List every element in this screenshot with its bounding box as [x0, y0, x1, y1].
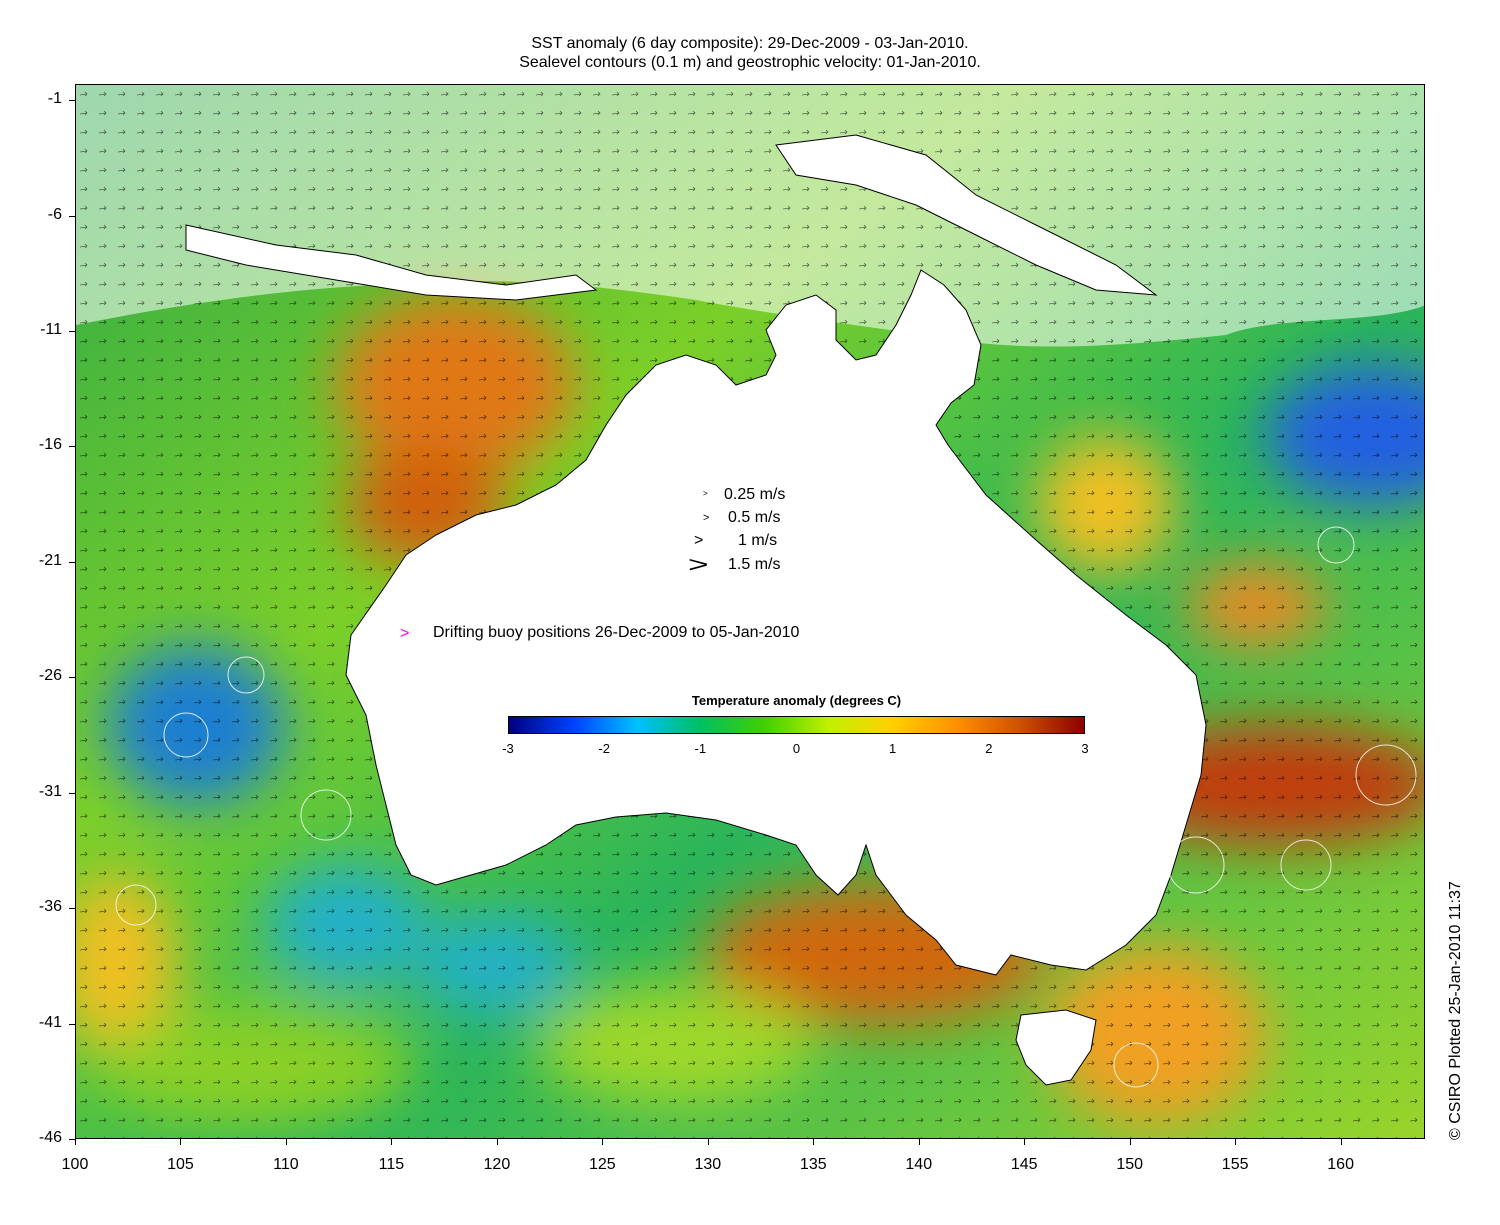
x-tick-mark [497, 1139, 498, 1145]
legend-label-1: 1 m/s [738, 532, 778, 549]
y-tick-mark [69, 100, 75, 101]
title-line-1: SST anomaly (6 day composite): 29-Dec-20… [531, 35, 969, 52]
x-tick-mark [602, 1139, 603, 1145]
y-tick-label: -26 [38, 667, 62, 685]
buoy-marker-icon: > [400, 625, 410, 642]
x-tick-label: 110 [273, 1156, 299, 1173]
y-tick-mark [69, 793, 75, 794]
x-tick-label: 105 [167, 1156, 194, 1173]
sst-map [75, 84, 1425, 1139]
y-tick-label: -41 [38, 1013, 62, 1031]
x-tick-mark [391, 1139, 392, 1145]
colorbar-tick-label: 0 [792, 741, 801, 756]
colorbar [508, 716, 1085, 734]
australia-landmass [345, 269, 1207, 976]
x-tick-mark [1235, 1139, 1236, 1145]
x-tick-label: 155 [1221, 1156, 1249, 1173]
x-tick-label: 120 [483, 1156, 511, 1173]
y-tick-mark [69, 908, 75, 909]
colorbar-title: Temperature anomaly (degrees C) [691, 693, 902, 708]
credit-text: © CSIRO Plotted 25-Jan-2010 11:37 [1447, 881, 1464, 1140]
x-tick-mark [1341, 1139, 1342, 1145]
x-tick-label: 160 [1327, 1156, 1354, 1173]
x-tick-label: 145 [1010, 1156, 1038, 1173]
x-tick-label: 115 [378, 1156, 405, 1173]
x-tick-mark [813, 1139, 814, 1145]
x-tick-label: 100 [61, 1156, 89, 1173]
legend-label-0.5: 0.5 m/s [728, 509, 781, 526]
y-tick-mark [69, 1024, 75, 1025]
legend-label-1.5: 1.5 m/s [728, 556, 781, 573]
y-tick-label: -1 [47, 90, 62, 108]
x-tick-mark [286, 1139, 287, 1145]
y-tick-mark [69, 677, 75, 678]
x-tick-mark [708, 1139, 709, 1145]
x-tick-label: 130 [694, 1156, 722, 1173]
colorbar-tick-label: 3 [1081, 741, 1089, 756]
colorbar-tick-label: -3 [502, 741, 514, 756]
y-tick-label: -16 [38, 436, 62, 454]
x-tick-mark [1024, 1139, 1025, 1145]
x-tick-label: 140 [905, 1156, 933, 1173]
y-tick-label: -6 [47, 205, 62, 223]
java-landmass [185, 224, 598, 301]
tasmania-landmass [1015, 1009, 1097, 1086]
buoy-legend-label: Drifting buoy positions 26-Dec-2009 to 0… [433, 624, 800, 641]
sealevel-contours [115, 526, 1417, 1088]
x-tick-label: 125 [588, 1156, 616, 1173]
x-tick-mark [75, 1139, 76, 1145]
y-tick-mark [69, 1139, 75, 1140]
legend-arrow-1: > [694, 532, 704, 549]
sst-map-svg [76, 85, 1424, 1138]
colorbar-tick-label: -1 [694, 741, 707, 756]
y-tick-label: -11 [40, 321, 62, 338]
colorbar-tick-label: 2 [985, 741, 993, 756]
legend-label-0.25: 0.25 m/s [724, 486, 786, 503]
title-line-2: Sealevel contours (0.1 m) and geostrophi… [519, 54, 981, 71]
legend-arrow-0.25: > [703, 489, 708, 498]
y-tick-mark [69, 446, 75, 447]
y-tick-label: -31 [38, 782, 62, 800]
new-guinea-landmass [775, 134, 1158, 296]
colorbar-tick-label: -2 [598, 741, 610, 756]
y-tick-mark [69, 216, 75, 217]
y-tick-mark [69, 331, 75, 332]
y-tick-label: -36 [38, 898, 62, 916]
x-tick-mark [1130, 1139, 1131, 1145]
x-tick-label: 150 [1116, 1156, 1144, 1173]
y-tick-label: -46 [38, 1129, 62, 1146]
y-tick-label: -21 [38, 551, 62, 569]
x-tick-mark [919, 1139, 920, 1145]
y-tick-mark [69, 562, 75, 563]
legend-arrow-0.5: > [703, 512, 710, 524]
x-tick-mark [180, 1139, 181, 1145]
x-tick-label: 135 [799, 1156, 827, 1173]
legend-arrow-1.5: > [688, 552, 709, 577]
colorbar-tick-label: 1 [889, 741, 897, 756]
